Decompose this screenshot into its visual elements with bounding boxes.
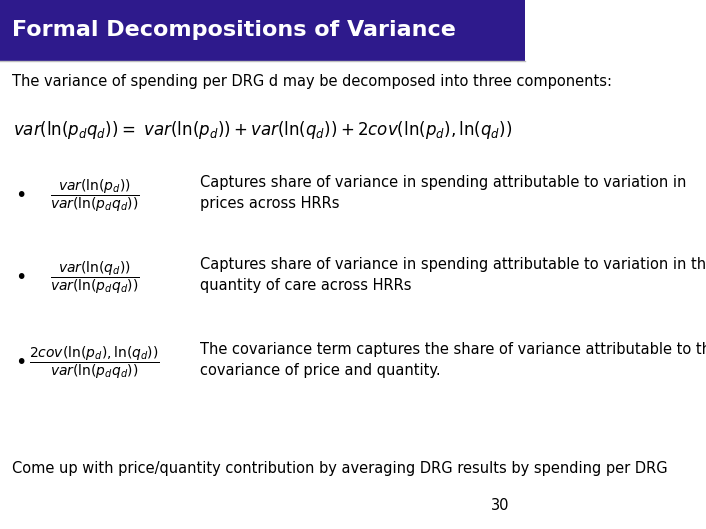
Text: 30: 30 <box>491 498 510 513</box>
FancyBboxPatch shape <box>0 0 525 61</box>
Text: Captures share of variance in spending attributable to variation in
prices acros: Captures share of variance in spending a… <box>200 175 686 211</box>
Text: Come up with price/quantity contribution by averaging DRG results by spending pe: Come up with price/quantity contribution… <box>11 461 667 476</box>
Text: The covariance term captures the share of variance attributable to the
covarianc: The covariance term captures the share o… <box>200 342 706 378</box>
Text: $\dfrac{var(\ln(p_d))}{var(\ln(p_d q_d))}$: $\dfrac{var(\ln(p_d))}{var(\ln(p_d q_d))… <box>50 178 139 214</box>
Text: •: • <box>16 268 27 287</box>
Text: The variance of spending per DRG d may be decomposed into three components:: The variance of spending per DRG d may b… <box>11 75 611 89</box>
Text: •: • <box>16 353 27 372</box>
Text: Captures share of variance in spending attributable to variation in the
quantity: Captures share of variance in spending a… <box>200 257 706 293</box>
Text: Formal Decompositions of Variance: Formal Decompositions of Variance <box>11 21 455 40</box>
Text: $var(\ln(p_d q_d)) = \ var(\ln(p_d)) + var(\ln(q_d)) + 2cov(\ln(p_d), \ln(q_d))$: $var(\ln(p_d q_d)) = \ var(\ln(p_d)) + v… <box>13 118 513 141</box>
Text: •: • <box>16 186 27 205</box>
Text: $\dfrac{var(\ln(q_d))}{var(\ln(p_d q_d))}$: $\dfrac{var(\ln(q_d))}{var(\ln(p_d q_d))… <box>50 260 139 296</box>
Text: $\dfrac{2cov(\ln(p_d), \ln(q_d))}{var(\ln(p_d q_d))}$: $\dfrac{2cov(\ln(p_d), \ln(q_d))}{var(\l… <box>29 344 160 380</box>
